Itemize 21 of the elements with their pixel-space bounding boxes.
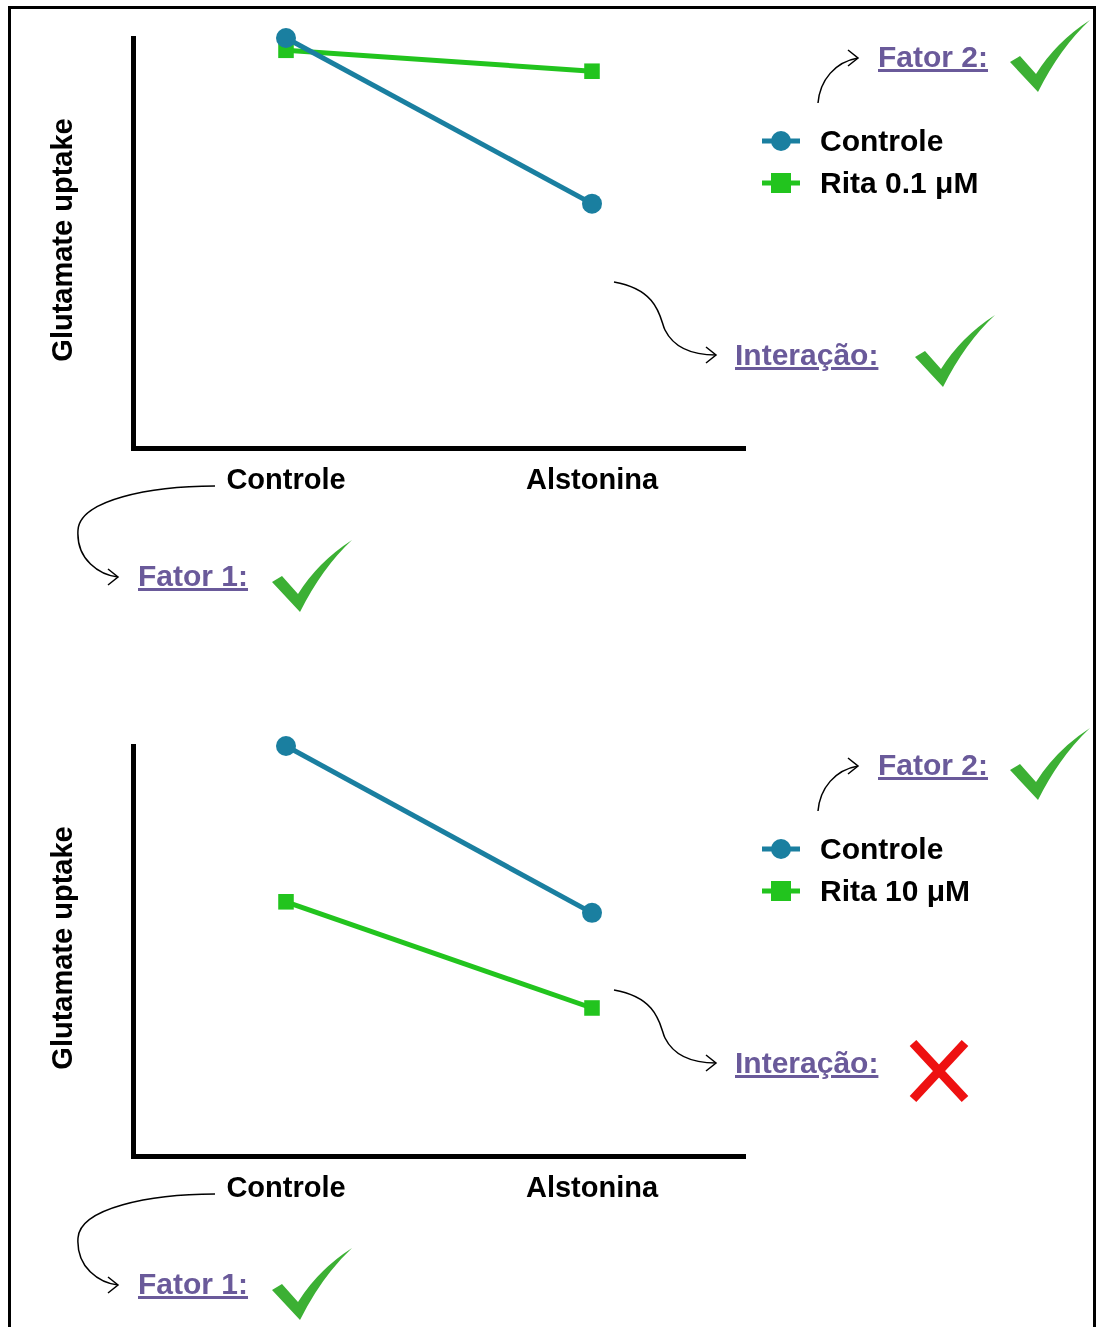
text: Fator 1: [138,559,249,592]
text: Fator 2: [878,748,989,781]
y-axis-title: Glutamate uptake [45,118,79,362]
legend-label: Rita 10 μM [820,874,971,908]
annotation: Interação: [735,1046,879,1079]
point [276,28,296,48]
point [278,894,294,910]
text: Fator 1: [138,1267,249,1300]
point [584,1000,600,1016]
annotation: Interação: [735,338,879,371]
point [582,193,602,214]
legend-label: Controle [820,124,944,158]
point [276,736,296,756]
point [582,902,602,923]
x-tick-label: Alstonina [525,1171,659,1204]
y-axis-title: Glutamate uptake [45,826,79,1070]
legend-label: Rita 0.1 μM [820,166,979,200]
text: Fator 2: [878,40,989,73]
legend-label: Controle [820,832,944,866]
x-tick-label: Alstonina [525,463,659,496]
point [584,63,600,79]
